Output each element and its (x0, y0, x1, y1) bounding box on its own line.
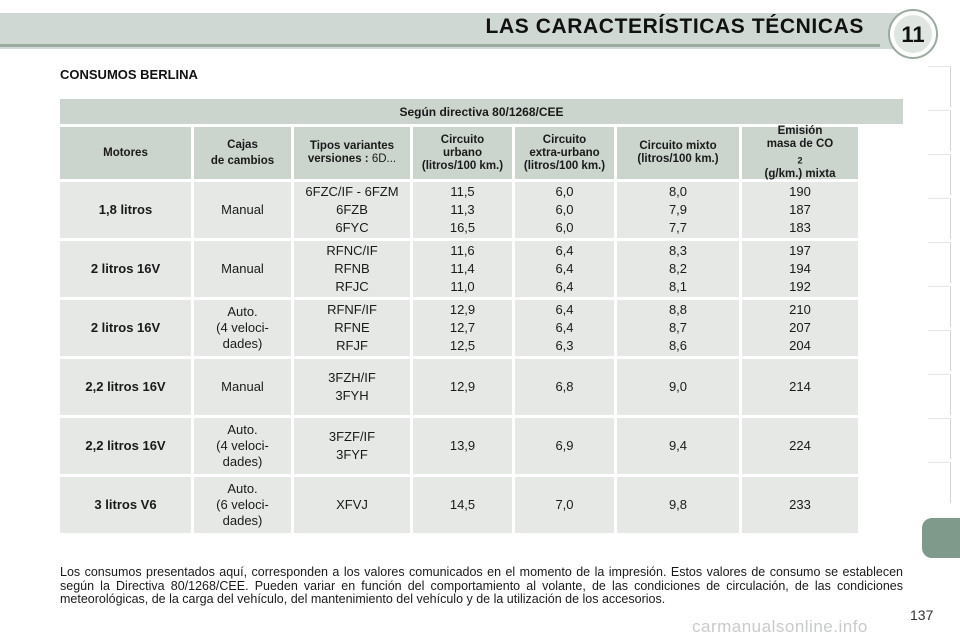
side-tab[interactable] (928, 418, 951, 459)
cell-mixto: 9,8 (617, 477, 739, 533)
cell-co2: 210 207 204 (742, 300, 858, 356)
cell-tipos: 6FZC/IF - 6FZM 6FZB 6FYC (294, 182, 410, 238)
header-underline (0, 44, 880, 47)
cell-mixto: 9,4 (617, 418, 739, 474)
side-tab[interactable] (928, 462, 951, 503)
cell-tipos: RFNF/IF RFNE RFJF (294, 300, 410, 356)
col-header-tipos: Tipos variantes versiones : 6D... (294, 127, 410, 179)
cell-motor: 1,8 litros (60, 182, 191, 238)
cell-mixto: 8,3 8,2 8,1 (617, 241, 739, 297)
cell-tipos: 3FZF/IF 3FYF (294, 418, 410, 474)
cell-co2: 190 187 183 (742, 182, 858, 238)
cell-urbano: 12,9 (413, 359, 512, 415)
side-tab[interactable] (928, 110, 951, 151)
table-header-row: Motores Cajas de cambios Tipos variantes… (60, 125, 903, 180)
page-number: 137 (910, 607, 934, 623)
cell-co2: 233 (742, 477, 858, 533)
table-title-row: Según directiva 80/1268/CEE (60, 99, 903, 124)
side-tab[interactable] (928, 66, 951, 107)
cell-urbano: 13,9 (413, 418, 512, 474)
cell-extra-urbano: 6,4 6,4 6,4 (515, 241, 614, 297)
table-row: 3 litros V6 Auto. (6 veloci-dades) XFVJ 14,5… (60, 477, 903, 533)
cell-caja: Auto. (4 veloci-dades) (194, 300, 291, 356)
cell-motor: 2 litros 16V (60, 241, 191, 297)
cell-urbano: 11,5 11,3 16,5 (413, 182, 512, 238)
side-tab-active[interactable] (922, 518, 960, 558)
cell-caja: Auto. (6 veloci-dades) (194, 477, 291, 533)
cell-tipos: XFVJ (294, 477, 410, 533)
consumption-table: Según directiva 80/1268/CEE Motores Caja… (60, 99, 903, 536)
page-title: LAS CARACTERÍSTICAS TÉCNICAS (485, 15, 864, 38)
cell-caja: Manual (194, 359, 291, 415)
side-tab[interactable] (928, 154, 951, 195)
cell-caja: Auto. (4 veloci-dades) (194, 418, 291, 474)
header-band (0, 13, 900, 49)
cell-caja: Manual (194, 182, 291, 238)
cell-extra-urbano: 6,0 6,0 6,0 (515, 182, 614, 238)
col-header-extra-urbano: Circuito extra-urbano (litros/100 km.) (515, 127, 614, 179)
table-row: 2,2 litros 16V Auto. (4 veloci-dades) 3FZF/… (60, 418, 903, 474)
col-header-emision: Emisión masa de CO 2 (g/km.) mixta (742, 125, 858, 180)
cell-urbano: 12,9 12,7 12,5 (413, 300, 512, 356)
cell-tipos: RFNC/IF RFNB RFJC (294, 241, 410, 297)
cell-extra-urbano: 6,4 6,4 6,3 (515, 300, 614, 356)
section-title: CONSUMOS BERLINA (60, 67, 198, 82)
table-row: 2 litros 16V Manual RFNC/IF RFNB RFJC 11,6 11,… (60, 241, 903, 297)
table-row: 2 litros 16V Auto. (4 veloci-dades) RFNF/IF… (60, 300, 903, 356)
cell-motor: 3 litros V6 (60, 477, 191, 533)
table-row: 2,2 litros 16V Manual 3FZH/IF 3FYH 12,9 6,8 9,… (60, 359, 903, 415)
col-header-mixto: Circuito mixto (litros/100 km.) (617, 127, 739, 179)
chapter-badge: 11 (888, 9, 938, 59)
cell-co2: 224 (742, 418, 858, 474)
cell-urbano: 14,5 (413, 477, 512, 533)
cell-tipos: 3FZH/IF 3FYH (294, 359, 410, 415)
cell-extra-urbano: 7,0 (515, 477, 614, 533)
cell-urbano: 11,6 11,4 11,0 (413, 241, 512, 297)
cell-motor: 2 litros 16V (60, 300, 191, 356)
cell-co2: 214 (742, 359, 858, 415)
side-tab[interactable] (928, 286, 951, 327)
table-body: 1,8 litros Manual 6FZC/IF - 6FZM 6FZB 6FYC 11… (60, 182, 903, 533)
cell-extra-urbano: 6,9 (515, 418, 614, 474)
cell-motor: 2,2 litros 16V (60, 359, 191, 415)
cell-mixto: 9,0 (617, 359, 739, 415)
side-tab[interactable] (928, 198, 951, 239)
side-tabs (928, 66, 960, 566)
cell-co2: 197 194 192 (742, 241, 858, 297)
cell-motor: 2,2 litros 16V (60, 418, 191, 474)
table-title: Según directiva 80/1268/CEE (60, 99, 903, 124)
col-header-cajas: Cajas de cambios (194, 127, 291, 179)
col-header-urbano: Circuito urbano (litros/100 km.) (413, 127, 512, 179)
side-tab[interactable] (928, 330, 951, 371)
col-header-motores: Motores (60, 127, 191, 179)
cell-mixto: 8,8 8,7 8,6 (617, 300, 739, 356)
cell-caja: Manual (194, 241, 291, 297)
side-tab[interactable] (928, 242, 951, 283)
footnote: Los consumos presentados aquí, correspon… (60, 565, 903, 606)
cell-mixto: 8,0 7,9 7,7 (617, 182, 739, 238)
watermark: carmanualsonline.info (692, 617, 868, 636)
table-row: 1,8 litros Manual 6FZC/IF - 6FZM 6FZB 6FYC 11… (60, 182, 903, 238)
chapter-number: 11 (901, 22, 924, 47)
cell-extra-urbano: 6,8 (515, 359, 614, 415)
side-tab[interactable] (928, 374, 951, 415)
